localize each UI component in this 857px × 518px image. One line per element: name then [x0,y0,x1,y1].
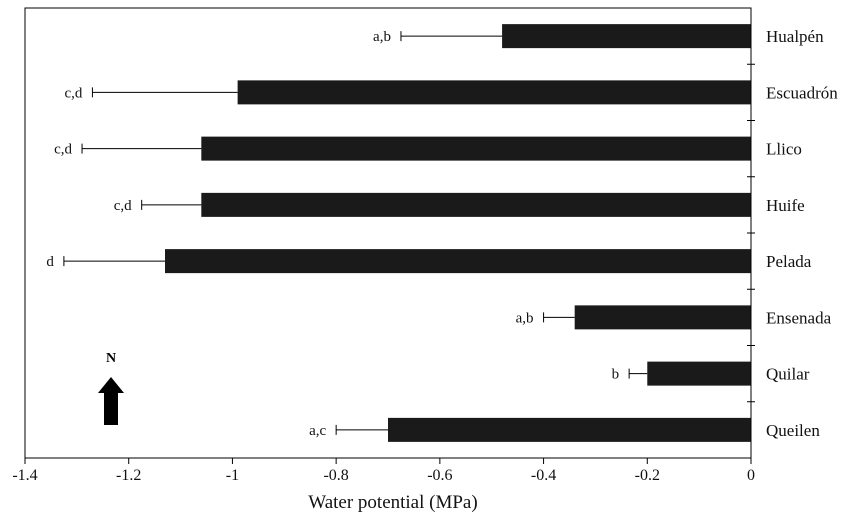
north-label: N [106,351,116,366]
plot-frame [24,7,752,459]
category-label: Ensenada [766,308,832,327]
category-label: Escuadrón [766,83,838,102]
significance-label: a,b [373,29,391,45]
x-tick-label: -0.8 [323,467,348,484]
ticks-layer: -1.4 -1.2 -1 -0.8 -0.6 -0.4 -0.2 0 [12,63,755,484]
labels-layer: a,b Hualpén c,d Escuadrón c,d Llico c,d Huife d P… [46,27,838,440]
north-arrow-icon [98,377,124,425]
bar-queilen [388,417,751,442]
x-tick-label: -1 [226,467,239,484]
category-label: Hualpén [766,27,824,46]
category-label: Quilar [766,365,810,384]
bar-ensenada [574,305,751,330]
x-axis-title: Water potential (MPa) [308,492,477,513]
error-bars-layer [63,31,648,435]
x-tick-label: -0.4 [531,467,556,484]
bar-hualpén [502,24,751,49]
significance-label: c,d [64,85,82,101]
x-tick-label: 0 [747,467,755,484]
category-label: Llico [766,140,802,159]
bar-quilar [647,361,751,386]
category-label: Pelada [766,252,812,271]
significance-label: a,c [309,423,326,439]
bar-escuadrón [237,80,752,105]
bar-llico [201,136,752,161]
bars-layer [165,24,752,442]
significance-label: c,d [54,142,72,158]
significance-label: a,b [516,310,534,326]
bar-pelada [165,249,751,274]
x-tick-label: -1.2 [116,467,141,484]
significance-label: b [612,367,620,383]
x-tick-label: -1.4 [12,467,37,484]
x-tick-label: -0.2 [635,467,660,484]
significance-label: c,d [114,198,132,214]
significance-label: d [46,254,54,270]
bar-huife [201,192,752,217]
category-label: Huife [766,196,805,215]
category-label: Queilen [766,421,820,440]
x-tick-label: -0.6 [427,467,452,484]
